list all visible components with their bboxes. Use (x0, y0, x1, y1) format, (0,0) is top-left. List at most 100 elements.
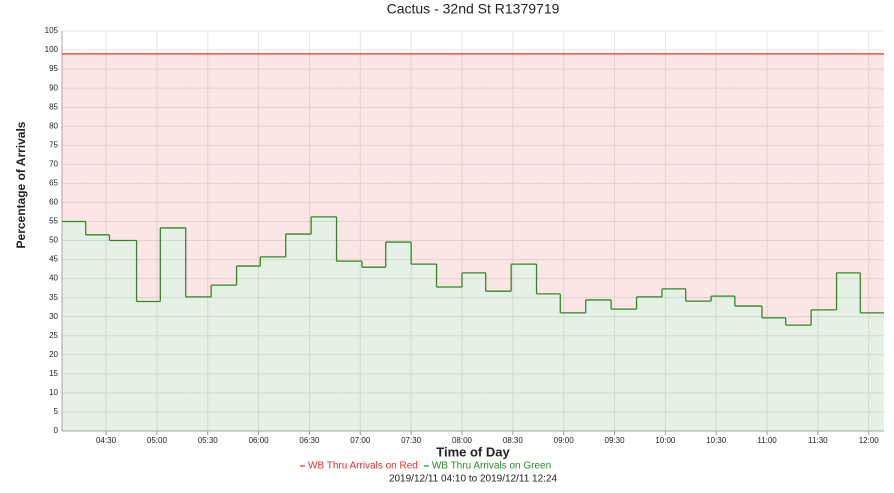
y-tick-label: 85 (49, 102, 58, 111)
area-step (336, 261, 362, 431)
area-step (211, 285, 237, 431)
area-step (436, 53, 462, 287)
area-step (685, 53, 712, 302)
area-step (685, 301, 712, 431)
area-step (260, 53, 286, 257)
series (62, 53, 884, 326)
area-step (62, 53, 86, 222)
y-tick-label: 35 (49, 293, 58, 302)
y-tick-label: 55 (49, 217, 58, 226)
x-tick-label: 05:30 (198, 436, 219, 445)
area-step (585, 299, 612, 431)
subtitle: 2019/12/11 04:10 to 2019/12/11 12:24 (389, 474, 558, 485)
series (62, 216, 884, 431)
y-tick-label: 15 (49, 369, 58, 378)
area-step (611, 309, 637, 431)
y-tick-label: 45 (49, 255, 58, 264)
x-tick-label: 12:00 (859, 436, 880, 445)
x-tick-label: 06:00 (249, 436, 270, 445)
area-step (485, 53, 512, 292)
y-tick-label: 95 (49, 64, 58, 73)
x-axis-label: Time of Day (436, 444, 510, 459)
area-step (485, 291, 512, 431)
area-step (109, 53, 137, 241)
area-step (160, 227, 186, 431)
area-step (536, 53, 561, 294)
area-step (536, 293, 561, 431)
area-step (285, 234, 312, 431)
y-tick-label: 20 (49, 350, 58, 359)
area-step (211, 53, 237, 286)
y-tick-label: 10 (49, 388, 58, 397)
x-tick-label: 04:30 (96, 436, 117, 445)
x-tick-label: 11:00 (757, 436, 777, 445)
area-step (785, 325, 812, 431)
x-tick-label: 06:30 (299, 436, 320, 445)
area-step (734, 53, 762, 307)
area-step (860, 312, 884, 431)
area-step (185, 53, 212, 297)
x-tick-label: 11:30 (808, 436, 828, 445)
x-tick-label: 08:00 (452, 436, 473, 445)
x-tick-label: 09:00 (554, 436, 575, 445)
area-step (136, 301, 161, 431)
area-step (636, 296, 662, 431)
x-tick-label: 08:30 (503, 436, 524, 445)
area-step (236, 266, 261, 431)
y-tick-label: 25 (49, 331, 58, 340)
y-tick-label: 0 (54, 426, 59, 435)
y-tick-label: 80 (49, 121, 58, 130)
y-tick-label: 40 (49, 274, 58, 283)
grid (62, 30, 884, 432)
area-step (734, 306, 762, 431)
y-tick-label: 75 (49, 140, 58, 149)
area-step (311, 53, 337, 217)
area-step (260, 256, 286, 431)
area-step (711, 53, 735, 297)
legend-label: WB Thru Arrivals on Red (308, 461, 418, 472)
x-tick-label: 10:30 (706, 436, 727, 445)
area-step (336, 53, 362, 262)
area-step (185, 296, 212, 431)
y-tick-label: 105 (45, 26, 59, 35)
y-tick-label: 70 (49, 159, 58, 168)
area-step (811, 309, 837, 431)
area-step (62, 221, 86, 431)
x-tick-label: 09:30 (605, 436, 626, 445)
y-tick-label: 100 (45, 45, 59, 54)
area-step (661, 288, 686, 431)
x-tick-label: 07:30 (401, 436, 422, 445)
chart-title: Cactus - 32nd St R1379719 (387, 1, 560, 17)
area-step (311, 216, 337, 431)
area-step (785, 53, 812, 326)
area-step (511, 53, 537, 265)
x-tick-label: 05:00 (147, 436, 168, 445)
area-step (285, 53, 312, 235)
y-tick-label: 90 (49, 83, 58, 92)
area-step (85, 53, 110, 235)
x-tick-label: 07:00 (350, 436, 371, 445)
area-step (136, 53, 161, 302)
area-step (560, 312, 586, 431)
area-step (436, 287, 462, 431)
y-axis-label: Percentage of Arrivals (14, 121, 28, 248)
y-tick-label: 30 (49, 312, 58, 321)
area-step (385, 242, 412, 431)
area-step (761, 317, 786, 431)
area-step (860, 53, 884, 313)
area-step (711, 296, 735, 431)
area-step (236, 53, 261, 267)
area-step (385, 53, 412, 243)
area-step (461, 53, 486, 273)
x-tick-label: 10:00 (655, 436, 676, 445)
y-tick-label: 60 (49, 198, 58, 207)
area-step (836, 53, 861, 273)
area-step (411, 53, 437, 265)
y-tick-label: 65 (49, 178, 58, 187)
area-step (361, 267, 386, 431)
area-step (811, 53, 837, 310)
area-step (411, 264, 437, 431)
area-step (511, 264, 537, 431)
area-step (761, 53, 786, 318)
